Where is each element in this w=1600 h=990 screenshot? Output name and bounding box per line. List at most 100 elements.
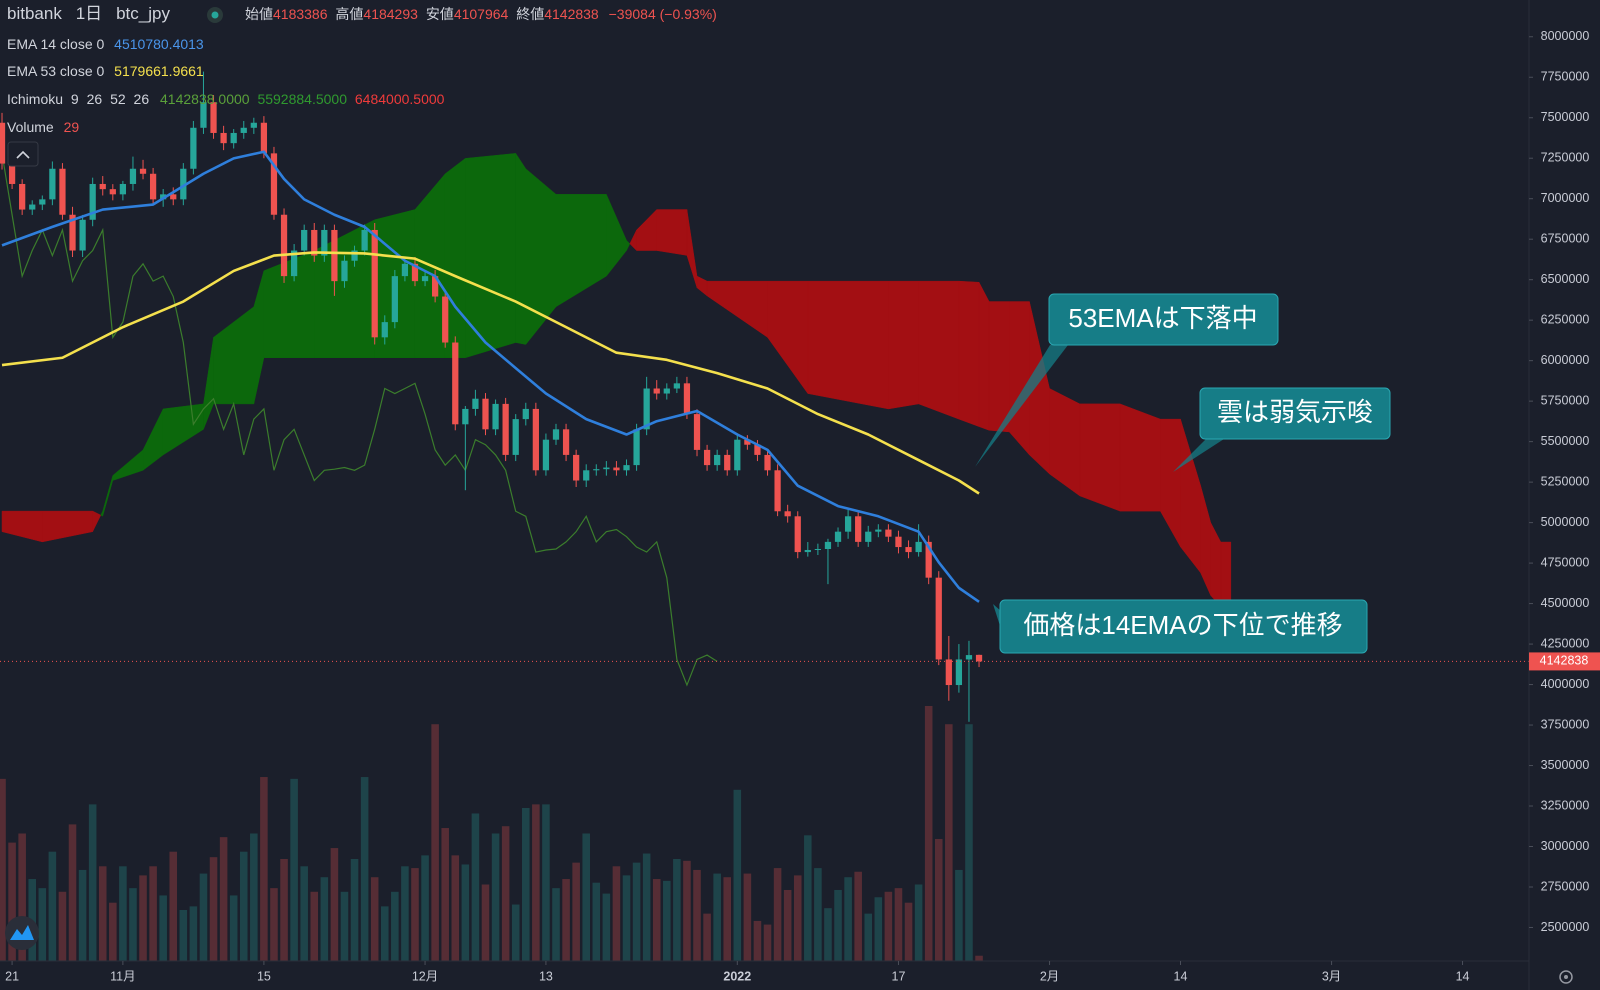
cloud-segment: [656, 209, 688, 256]
candle-body: [69, 214, 76, 251]
y-tick-label: 3750000: [1541, 717, 1590, 731]
cloud-segment: [1079, 403, 1121, 512]
volume-bar: [451, 855, 460, 961]
volume-bar: [924, 706, 933, 961]
candle-body: [603, 467, 610, 470]
cloud-segment: [988, 301, 1010, 433]
volume-bar: [280, 859, 288, 961]
candle-body: [311, 229, 318, 256]
candle-layer: [0, 71, 983, 722]
volume-bar: [723, 877, 732, 961]
y-tick-label: 5250000: [1541, 474, 1590, 488]
candle-body: [190, 127, 197, 169]
candle-body: [945, 659, 952, 686]
candle-body: [39, 199, 46, 205]
volume-bar: [8, 842, 16, 961]
x-tick-label: 3月: [1322, 969, 1341, 983]
volume-bar: [199, 873, 208, 961]
volume-bar: [88, 804, 97, 961]
settings-button[interactable]: [1559, 970, 1573, 984]
candle-body: [351, 250, 358, 261]
candle-body: [542, 439, 550, 471]
candle-body: [391, 276, 398, 323]
volume-bar: [320, 877, 329, 961]
cloud-segment: [918, 280, 960, 420]
candle-body: [321, 229, 328, 256]
cloud-segment: [888, 280, 919, 410]
candle-body: [89, 183, 96, 220]
volume-bar: [471, 813, 480, 961]
candle-body: [512, 419, 519, 455]
candle-body: [814, 549, 822, 551]
ohlc-label: 始値: [245, 6, 273, 22]
candle-body: [895, 536, 902, 548]
volume-bar: [48, 851, 57, 961]
candle-body: [331, 229, 338, 282]
x-tick-label: 2022: [723, 969, 751, 983]
candle-body: [0, 122, 6, 164]
candle-body: [220, 132, 227, 144]
volume-bar: [763, 924, 772, 961]
y-tick-label: 4000000: [1541, 677, 1590, 691]
volume-bar: [139, 875, 147, 961]
logo-button[interactable]: [5, 916, 39, 950]
candle-body: [653, 388, 660, 394]
candle-body: [160, 194, 167, 200]
collapse-icon[interactable]: [16, 150, 30, 159]
candle-body: [673, 383, 680, 389]
status-icon: [211, 11, 219, 19]
candle-body: [975, 654, 983, 662]
candle-body: [240, 127, 247, 133]
candle-body: [774, 470, 781, 512]
candle-body: [280, 214, 288, 277]
candle-body: [824, 541, 832, 550]
candle-body: [472, 398, 479, 409]
settings-icon[interactable]: [1564, 975, 1568, 979]
y-tick-label: 4250000: [1541, 636, 1590, 650]
cloud-segment: [626, 239, 631, 251]
volume-bar: [753, 920, 762, 961]
candle-body: [724, 454, 731, 471]
candle-body: [613, 467, 620, 471]
candle-body: [170, 194, 177, 200]
candle-body: [794, 516, 801, 553]
volume-bar: [511, 904, 520, 961]
callout-box: [1048, 293, 1279, 346]
volume-bar: [532, 804, 540, 961]
candle-body: [452, 342, 459, 425]
volume-bar: [773, 868, 782, 961]
collapse-button[interactable]: [7, 141, 39, 167]
volume-value: 29: [64, 119, 80, 135]
volume-bar: [250, 833, 258, 961]
candle-body: [442, 296, 449, 343]
volume-bar: [793, 875, 802, 961]
callout-text: 53EMAは下落中: [1068, 303, 1257, 333]
volume-bar: [975, 955, 983, 961]
volume-layer: [0, 706, 983, 961]
y-tick-label: 4750000: [1541, 555, 1590, 569]
x-tick-label: 21: [5, 969, 19, 983]
volume-bar: [783, 889, 792, 961]
ichimoku-value: 4142838.0000: [160, 91, 250, 107]
logo-icon[interactable]: [10, 925, 34, 940]
y-tick-label: 5750000: [1541, 393, 1590, 407]
candle-body: [99, 183, 106, 190]
candle-body: [935, 577, 942, 660]
candle-body: [583, 470, 590, 481]
volume-bar: [270, 888, 278, 961]
volume-bar: [874, 897, 883, 961]
volume-bar: [804, 835, 812, 961]
cloud-segment: [1119, 403, 1161, 512]
volume-name: Volume: [7, 119, 54, 135]
plot-area: [0, 71, 1529, 961]
candle-body: [79, 219, 86, 251]
candle-body: [19, 183, 26, 210]
volume-bar: [733, 789, 742, 961]
y-tick-label: 4500000: [1541, 596, 1590, 610]
volume-bar: [350, 859, 359, 961]
y-tick-label: 6000000: [1541, 353, 1590, 367]
callout-box: [1199, 387, 1391, 440]
volume-bar: [290, 778, 298, 961]
volume-bar: [542, 804, 550, 961]
